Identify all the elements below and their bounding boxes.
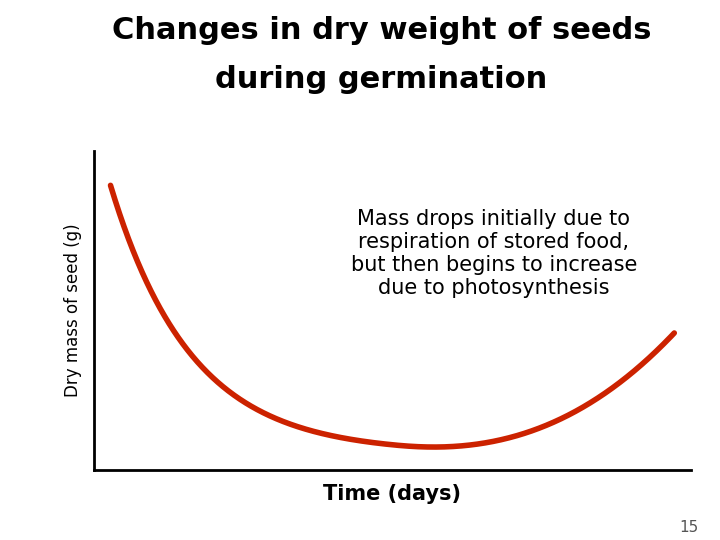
Text: during germination: during germination xyxy=(215,65,548,94)
Text: Changes in dry weight of seeds: Changes in dry weight of seeds xyxy=(112,16,652,45)
Y-axis label: Dry mass of seed (g): Dry mass of seed (g) xyxy=(65,224,83,397)
X-axis label: Time (days): Time (days) xyxy=(323,484,462,504)
Text: Mass drops initially due to
respiration of stored food,
but then begins to incre: Mass drops initially due to respiration … xyxy=(351,209,637,299)
Text: 15: 15 xyxy=(679,519,698,535)
